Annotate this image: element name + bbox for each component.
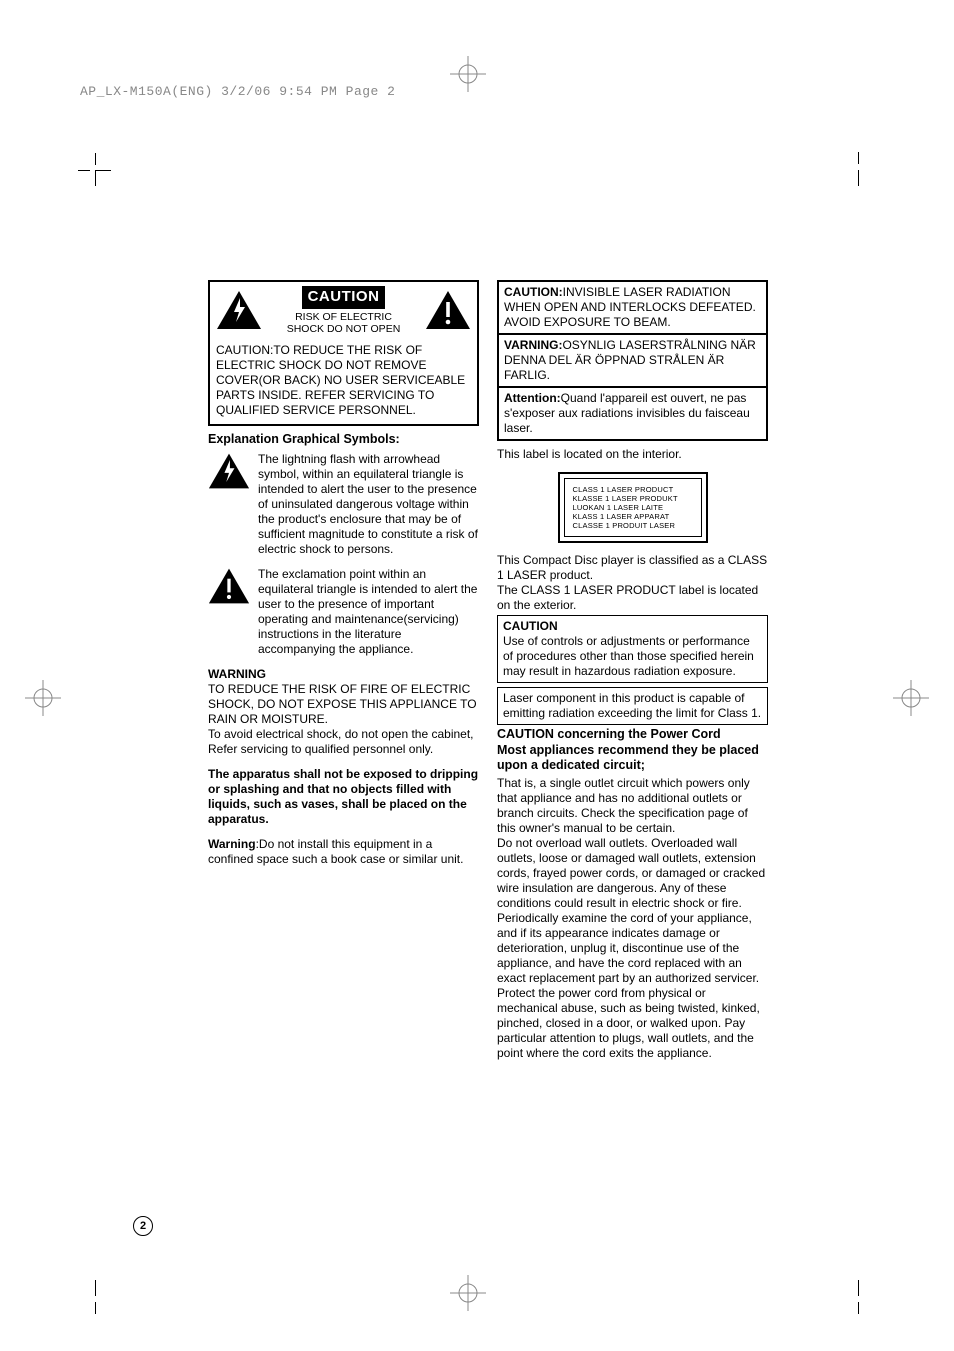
label-location-note: This label is located on the interior. [497, 447, 768, 462]
laser-label-line: LUOKAN 1 LASER LAITE [573, 503, 693, 512]
lang-fr: Attention:Quand l'appareil est ouvert, n… [499, 388, 766, 439]
laser-component-box: Laser component in this product is capab… [497, 687, 768, 725]
left-column: CAUTION RISK OF ELECTRICSHOCK DO NOT OPE… [208, 280, 479, 1061]
lang-en: CAUTION:INVISIBLE LASER RADIATION WHEN O… [499, 282, 766, 335]
caution-title: CAUTION [302, 286, 386, 309]
warning-heading: WARNING [208, 667, 266, 681]
class-note: This Compact Disc player is classified a… [497, 553, 768, 613]
registration-mark-left [25, 680, 61, 716]
page-number: 2 [133, 1216, 153, 1236]
lightning-triangle-icon [216, 290, 262, 330]
crop-mark [843, 170, 859, 186]
multilang-caution-box: CAUTION:INVISIBLE LASER RADIATION WHEN O… [497, 280, 768, 441]
power-cord-heading: CAUTION concerning the Power Cord [497, 727, 768, 743]
caution-controls-box: CAUTION Use of controls or adjustments o… [497, 615, 768, 683]
explanation-heading: Explanation Graphical Symbols: [208, 432, 479, 448]
install-warning: Warning:Do not install this equipment in… [208, 837, 479, 867]
registration-mark-top [450, 56, 486, 92]
laser-class-label: CLASS 1 LASER PRODUCTKLASSE 1 LASER PROD… [558, 472, 708, 543]
page-content: CAUTION RISK OF ELECTRICSHOCK DO NOT OPE… [208, 280, 768, 1061]
laser-label-line: KLASS 1 LASER APPARAT [573, 512, 693, 521]
lang-sv: VARNING:OSYNLIG LASERSTRÅLNING NÄR DENNA… [499, 335, 766, 388]
laser-label-line: CLASSE 1 PRODUIT LASER [573, 521, 693, 530]
warning-paragraph: WARNING TO REDUCE THE RISK OF FIRE OF EL… [208, 667, 479, 757]
laser-label-line: KLASSE 1 LASER PRODUKT [573, 494, 693, 503]
crop-mark [95, 1280, 111, 1296]
registration-mark-right [893, 680, 929, 716]
exclamation-triangle-icon [208, 567, 250, 657]
registration-mark-bottom [450, 1275, 486, 1311]
symbol-row-lightning: The lightning flash with arrowhead symbo… [208, 452, 479, 557]
print-header: AP_LX-M150A(ENG) 3/2/06 9:54 PM Page 2 [80, 84, 395, 99]
lightning-triangle-icon [208, 452, 250, 557]
power-cord-subheading: Most appliances recommend they be placed… [497, 743, 768, 774]
symbol-row-exclamation: The exclamation point within an equilate… [208, 567, 479, 657]
exclamation-triangle-icon [425, 290, 471, 330]
crop-mark [95, 170, 111, 186]
symbol-text: The lightning flash with arrowhead symbo… [258, 452, 479, 557]
right-column: CAUTION:INVISIBLE LASER RADIATION WHEN O… [497, 280, 768, 1061]
power-cord-body: That is, a single outlet circuit which p… [497, 776, 768, 1061]
caution-body-text: CAUTION:TO REDUCE THE RISK OF ELECTRIC S… [210, 339, 477, 424]
caution-box: CAUTION RISK OF ELECTRICSHOCK DO NOT OPE… [208, 280, 479, 426]
crop-mark [843, 1280, 859, 1296]
caution-subtitle: RISK OF ELECTRICSHOCK DO NOT OPEN [268, 311, 419, 335]
apparatus-warning: The apparatus shall not be exposed to dr… [208, 767, 479, 827]
symbol-text: The exclamation point within an equilate… [258, 567, 479, 657]
laser-label-line: CLASS 1 LASER PRODUCT [573, 485, 693, 494]
